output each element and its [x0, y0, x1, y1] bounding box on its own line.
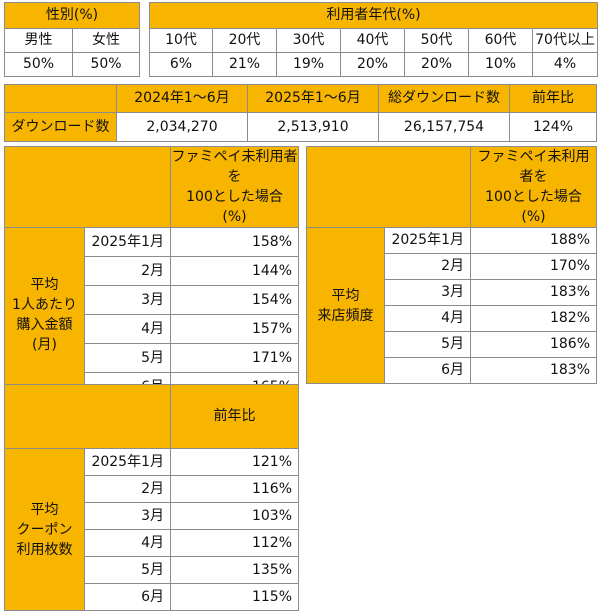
- avg-purchase-header: ファミペイ未利用者を 100とした場合 (%): [170, 146, 299, 228]
- avg-visit-row-label: 平均 来店頻度: [306, 227, 385, 384]
- avg-coupon-header: 前年比: [170, 384, 299, 449]
- month-cell: 4月: [384, 305, 471, 332]
- avg-coupon-corner-cell: [4, 384, 171, 449]
- age-header: 40代: [340, 28, 405, 53]
- value-cell: 121%: [170, 448, 299, 476]
- label-line: 購入金額: [16, 316, 73, 333]
- avg-visit-corner-cell: [306, 146, 471, 228]
- downloads-row-label: ダウンロード数: [4, 112, 117, 142]
- month-cell: 2月: [84, 475, 171, 503]
- label-line: 1人あたり: [12, 296, 77, 313]
- value-cell: 171%: [170, 343, 299, 373]
- avg-purchase-table: ファミペイ未利用者を 100とした場合 (%) 平均 1人あたり 購入金額 (月…: [4, 146, 299, 402]
- downloads-corner-cell: [4, 84, 117, 113]
- gender-title: 性別(%): [3, 2, 141, 29]
- age-value: 6%: [149, 52, 213, 77]
- gender-table: 性別(%) 男性 女性 50% 50%: [3, 2, 141, 77]
- label-line: (月): [32, 336, 57, 353]
- month-cell: 3月: [84, 502, 171, 530]
- label-line: 来店頻度: [317, 307, 374, 324]
- month-cell: 2025年1月: [84, 448, 171, 476]
- value-cell: 115%: [170, 583, 299, 611]
- age-value: 10%: [468, 52, 533, 77]
- value-cell: 112%: [170, 529, 299, 557]
- month-cell: 4月: [84, 529, 171, 557]
- value-cell: 188%: [470, 227, 597, 254]
- value-cell: 103%: [170, 502, 299, 530]
- downloads-header: 総ダウンロード数: [378, 84, 510, 113]
- gender-male-header: 男性: [4, 28, 73, 53]
- gender-female-header: 女性: [71, 28, 141, 53]
- header-line: ファミペイ未利用者を: [477, 149, 590, 185]
- downloads-value: 26,157,754: [378, 112, 510, 142]
- age-header: 60代: [468, 28, 533, 53]
- value-cell: 158%: [170, 227, 299, 257]
- age-header: 30代: [276, 28, 341, 53]
- month-cell: 2月: [384, 253, 471, 280]
- month-cell: 3月: [84, 285, 171, 315]
- avg-purchase-corner-cell: [4, 146, 171, 228]
- value-cell: 135%: [170, 556, 299, 584]
- month-cell: 5月: [84, 556, 171, 584]
- label-line: 平均: [30, 501, 59, 518]
- month-cell: 2025年1月: [384, 227, 471, 254]
- value-cell: 170%: [470, 253, 597, 280]
- age-value: 19%: [276, 52, 341, 77]
- gender-male-value: 50%: [4, 52, 73, 77]
- downloads-header: 2025年1～6月: [247, 84, 379, 113]
- downloads-header: 2024年1～6月: [116, 84, 248, 113]
- value-cell: 157%: [170, 314, 299, 344]
- value-cell: 186%: [470, 331, 597, 358]
- avg-coupon-row-label: 平均 クーポン 利用枚数: [4, 448, 85, 611]
- label-line: 平均: [331, 287, 360, 304]
- gender-female-value: 50%: [71, 52, 141, 77]
- month-cell: 5月: [384, 331, 471, 358]
- header-line: (%): [521, 209, 546, 225]
- month-cell: 4月: [84, 314, 171, 344]
- avg-purchase-row-label: 平均 1人あたり 購入金額 (月): [4, 227, 85, 402]
- value-cell: 144%: [170, 256, 299, 286]
- month-cell: 5月: [84, 343, 171, 373]
- value-cell: 116%: [170, 475, 299, 503]
- age-header: 10代: [149, 28, 213, 53]
- downloads-value: 2,513,910: [247, 112, 379, 142]
- value-cell: 183%: [470, 357, 597, 384]
- header-line: 100とした場合: [485, 189, 582, 205]
- month-cell: 2月: [84, 256, 171, 286]
- label-line: クーポン: [16, 521, 73, 538]
- age-value: 20%: [404, 52, 469, 77]
- value-cell: 154%: [170, 285, 299, 315]
- label-line: 平均: [30, 276, 59, 293]
- header-line: 100とした場合: [186, 189, 283, 205]
- avg-visit-table: ファミペイ未利用者を 100とした場合 (%) 平均 来店頻度 2025年1月 …: [306, 146, 597, 384]
- header-line: (%): [222, 209, 247, 225]
- month-cell: 2025年1月: [84, 227, 171, 257]
- downloads-value: 124%: [509, 112, 597, 142]
- downloads-value: 2,034,270: [116, 112, 248, 142]
- age-header: 20代: [212, 28, 277, 53]
- age-table: 利用者年代(%) 10代 20代 30代 40代 50代 60代 70代以上 6…: [148, 2, 599, 77]
- downloads-table: 2024年1～6月 2025年1～6月 総ダウンロード数 前年比 ダウンロード数…: [4, 84, 597, 142]
- header-line: ファミペイ未利用者を: [171, 149, 298, 185]
- age-header: 50代: [404, 28, 469, 53]
- age-header: 70代以上: [531, 28, 599, 53]
- value-cell: 183%: [470, 279, 597, 306]
- value-cell: 182%: [470, 305, 597, 332]
- month-cell: 3月: [384, 279, 471, 306]
- avg-visit-header: ファミペイ未利用者を 100とした場合 (%): [470, 146, 597, 228]
- age-value: 21%: [212, 52, 277, 77]
- age-value: 20%: [340, 52, 405, 77]
- avg-coupon-table: 前年比 平均 クーポン 利用枚数 2025年1月 121% 2月 116% 3月 1…: [4, 384, 299, 611]
- label-line: 利用枚数: [16, 541, 73, 558]
- downloads-header: 前年比: [509, 84, 597, 113]
- month-cell: 6月: [84, 583, 171, 611]
- age-value: 4%: [531, 52, 599, 77]
- month-cell: 6月: [384, 357, 471, 384]
- age-title: 利用者年代(%): [148, 2, 599, 29]
